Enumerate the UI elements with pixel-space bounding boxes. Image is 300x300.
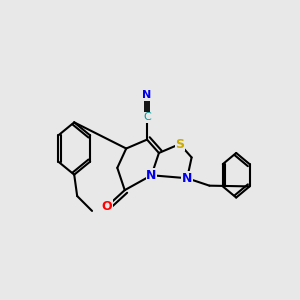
Text: S: S — [175, 138, 184, 151]
Text: O: O — [102, 200, 112, 213]
Text: N: N — [142, 90, 152, 100]
Text: N: N — [146, 169, 157, 182]
Text: N: N — [182, 172, 192, 185]
Text: C: C — [143, 112, 151, 122]
